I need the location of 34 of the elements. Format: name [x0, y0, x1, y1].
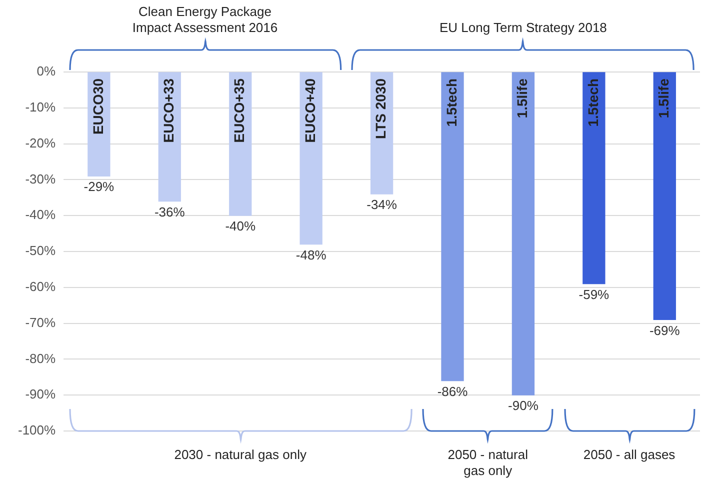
text: 2030 - natural gas only	[174, 447, 306, 463]
y-tick-label: 0%	[36, 64, 56, 79]
x-tick-label: EUCO+33	[160, 78, 177, 143]
x-tick-label: EUCO+35	[231, 78, 248, 143]
y-tick-label: -50%	[25, 243, 56, 258]
x-tick-label: EUCO30	[90, 78, 106, 135]
data-label: -36%	[154, 204, 186, 220]
y-tick-label: -70%	[25, 314, 56, 330]
data-label: -40%	[225, 218, 256, 234]
text: 2050 - natural gas only	[448, 447, 528, 479]
data-label: -86%	[437, 384, 468, 399]
x-tick-label: LTS 2030	[372, 78, 389, 139]
y-tick-label: -90%	[25, 386, 56, 402]
data-label: -34%	[366, 197, 398, 212]
data-label: -69%	[649, 322, 680, 338]
x-tick-label: 1.5life	[514, 78, 530, 118]
y-tick-label: -40%	[25, 207, 56, 222]
y-tick-label: -80%	[25, 350, 56, 366]
x-tick-label: 1.5tech	[443, 78, 460, 127]
y-tick-label: -100%	[18, 422, 56, 438]
x-tick-label: 1.5life	[656, 78, 672, 118]
data-label: -48%	[296, 247, 327, 262]
text: Clean Energy Package Impact Assessment 2016	[132, 4, 278, 36]
data-label: -29%	[84, 179, 115, 194]
text: EU Long Term Strategy 2018	[439, 20, 607, 36]
y-tick-label: -20%	[25, 135, 56, 150]
data-label: -90%	[508, 398, 539, 414]
y-tick-label: -60%	[25, 278, 56, 294]
data-label: -59%	[578, 286, 610, 302]
y-tick-label: -30%	[25, 171, 56, 186]
x-tick-label: 1.5tech	[584, 78, 601, 127]
text: 2050 - all gases	[583, 447, 676, 463]
y-tick-label: -10%	[25, 99, 56, 114]
x-tick-label: EUCO+40	[302, 78, 318, 143]
